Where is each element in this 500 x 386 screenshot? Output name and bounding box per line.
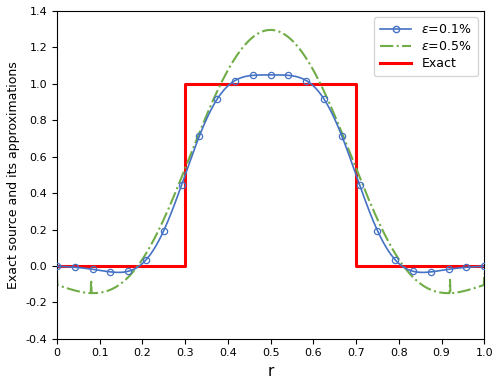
$\varepsilon$=0.5% (396, 257, 402, 261)
$\varepsilon$=0.5% (388, 244, 394, 249)
$\varepsilon$=0.5% (227, 64, 233, 68)
Exact (182, 264, 188, 268)
$\varepsilon$=0.5% (348, 154, 354, 159)
Exact (353, 81, 359, 86)
$\varepsilon$=0.5% (98, 290, 104, 295)
Exact (481, 264, 487, 268)
Line: $\varepsilon$=0.5%: $\varepsilon$=0.5% (57, 30, 484, 293)
Y-axis label: Exact source and its approximations: Exact source and its approximations (7, 61, 20, 289)
$\varepsilon$=0.5% (481, 271, 487, 275)
Exact (182, 81, 188, 86)
$\varepsilon$=0.5% (54, 271, 60, 275)
$\varepsilon$=0.5% (88, 291, 94, 295)
Legend: $\varepsilon$=0.1%, $\varepsilon$=0.5%, Exact: $\varepsilon$=0.1%, $\varepsilon$=0.5%, … (374, 17, 478, 76)
Exact (353, 264, 359, 268)
Exact (54, 264, 60, 268)
$\varepsilon$=0.5% (242, 42, 248, 46)
X-axis label: r: r (268, 364, 274, 379)
Line: Exact: Exact (57, 84, 484, 266)
$\varepsilon$=0.5% (268, 28, 274, 32)
